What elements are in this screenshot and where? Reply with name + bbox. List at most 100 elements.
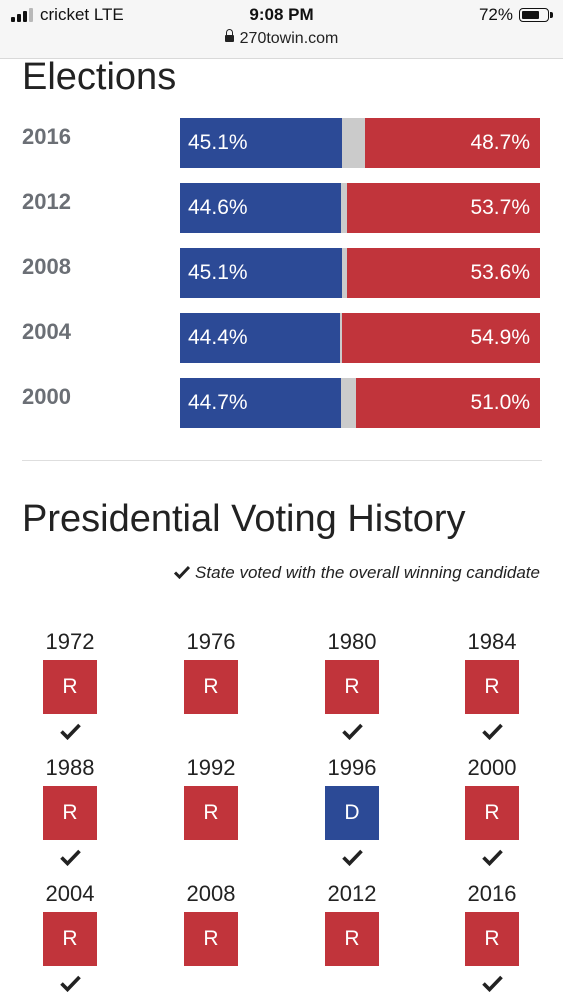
democrat-percent: 44.6% <box>188 196 248 219</box>
history-year-label: 2008 <box>186 881 236 906</box>
republican-bar <box>356 378 540 428</box>
history-year-1992[interactable]: 1992 R <box>171 754 251 873</box>
party-badge: R <box>465 786 519 840</box>
history-year-1972[interactable]: 1972 R <box>30 628 110 747</box>
democrat-bar <box>180 313 340 363</box>
republican-percent: 48.7% <box>470 131 530 154</box>
check-icon <box>481 723 503 741</box>
winner-check <box>312 723 392 747</box>
lock-icon <box>224 29 234 42</box>
history-year-label: 2016 <box>467 881 517 906</box>
history-year-label: 2000 <box>467 755 517 780</box>
election-result-row: 2016 45.1% 48.7% <box>22 118 542 168</box>
election-year: 2016 <box>22 124 71 149</box>
history-year-label: 1996 <box>327 755 377 780</box>
history-year-2000[interactable]: 2000 R <box>452 754 532 873</box>
winner-legend: State voted with the overall winning can… <box>174 563 540 583</box>
republican-bar <box>365 118 540 168</box>
winner-check <box>452 723 532 747</box>
carrier-label: cricket LTE <box>40 5 124 24</box>
result-bar: 44.7% 51.0% <box>180 378 540 428</box>
republican-bar <box>347 183 540 233</box>
democrat-percent: 45.1% <box>188 261 248 284</box>
republican-bar <box>342 313 540 363</box>
party-badge: R <box>43 660 97 714</box>
party-badge: R <box>43 786 97 840</box>
history-year-1980[interactable]: 1980 R <box>312 628 392 747</box>
winner-check <box>30 849 110 873</box>
history-year-label: 2004 <box>45 881 95 906</box>
democrat-percent: 44.4% <box>188 326 248 349</box>
status-time: 9:08 PM <box>249 5 314 24</box>
section-divider <box>22 460 542 461</box>
winner-check <box>30 723 110 747</box>
result-bar: 44.6% 53.7% <box>180 183 540 233</box>
history-year-label: 1980 <box>327 629 377 654</box>
republican-percent: 53.7% <box>470 196 530 219</box>
url-text: 270towin.com <box>239 30 339 47</box>
result-bar: 44.4% 54.9% <box>180 313 540 363</box>
history-year-1996[interactable]: 1996 D <box>312 754 392 873</box>
elections-heading: Elections <box>22 56 177 98</box>
history-year-2004[interactable]: 2004 R <box>30 880 110 999</box>
election-year: 2008 <box>22 254 71 279</box>
democrat-percent: 44.7% <box>188 391 248 414</box>
check-icon <box>481 975 503 993</box>
winner-check <box>312 975 392 999</box>
winner-check <box>452 975 532 999</box>
party-badge: R <box>43 912 97 966</box>
republican-percent: 54.9% <box>470 326 530 349</box>
party-badge: R <box>465 660 519 714</box>
history-year-2016[interactable]: 2016 R <box>452 880 532 999</box>
check-icon <box>341 723 363 741</box>
party-badge: D <box>325 786 379 840</box>
republican-percent: 51.0% <box>470 391 530 414</box>
history-year-label: 1972 <box>45 629 95 654</box>
democrat-percent: 45.1% <box>188 131 248 154</box>
history-year-label: 1992 <box>186 755 236 780</box>
history-year-label: 2012 <box>327 881 377 906</box>
winner-check <box>312 849 392 873</box>
url-bar[interactable]: 270towin.com <box>0 29 563 48</box>
election-year: 2004 <box>22 319 71 344</box>
legend-text: State voted with the overall winning can… <box>195 563 540 582</box>
result-bar: 45.1% 53.6% <box>180 248 540 298</box>
signal-icon <box>11 8 33 22</box>
party-badge: R <box>184 660 238 714</box>
election-year: 2012 <box>22 189 71 214</box>
winner-check <box>171 723 251 747</box>
battery-icon <box>519 8 553 22</box>
check-icon <box>481 849 503 867</box>
party-badge: R <box>184 786 238 840</box>
election-result-row: 2008 45.1% 53.6% <box>22 248 542 298</box>
winner-check <box>171 975 251 999</box>
check-icon <box>59 723 81 741</box>
party-badge: R <box>325 660 379 714</box>
voting-history-heading: Presidential Voting History <box>22 498 466 540</box>
winner-check <box>30 975 110 999</box>
history-year-label: 1988 <box>45 755 95 780</box>
democrat-bar <box>180 248 342 298</box>
result-bar: 45.1% 48.7% <box>180 118 540 168</box>
check-icon <box>59 849 81 867</box>
history-year-2012[interactable]: 2012 R <box>312 880 392 999</box>
history-year-1988[interactable]: 1988 R <box>30 754 110 873</box>
history-year-label: 1976 <box>186 629 236 654</box>
election-result-row: 2000 44.7% 51.0% <box>22 378 542 428</box>
status-bar: cricket LTE 9:08 PM 72% 270towin.com <box>0 0 563 59</box>
winner-check <box>171 849 251 873</box>
election-result-row: 2012 44.6% 53.7% <box>22 183 542 233</box>
republican-percent: 53.6% <box>470 261 530 284</box>
check-icon <box>59 975 81 993</box>
history-year-1984[interactable]: 1984 R <box>452 628 532 747</box>
history-year-1976[interactable]: 1976 R <box>171 628 251 747</box>
election-year: 2000 <box>22 384 71 409</box>
history-year-2008[interactable]: 2008 R <box>171 880 251 999</box>
party-badge: R <box>465 912 519 966</box>
party-badge: R <box>184 912 238 966</box>
election-result-row: 2004 44.4% 54.9% <box>22 313 542 363</box>
history-year-label: 1984 <box>467 629 517 654</box>
republican-bar <box>347 248 540 298</box>
democrat-bar <box>180 183 341 233</box>
party-badge: R <box>325 912 379 966</box>
